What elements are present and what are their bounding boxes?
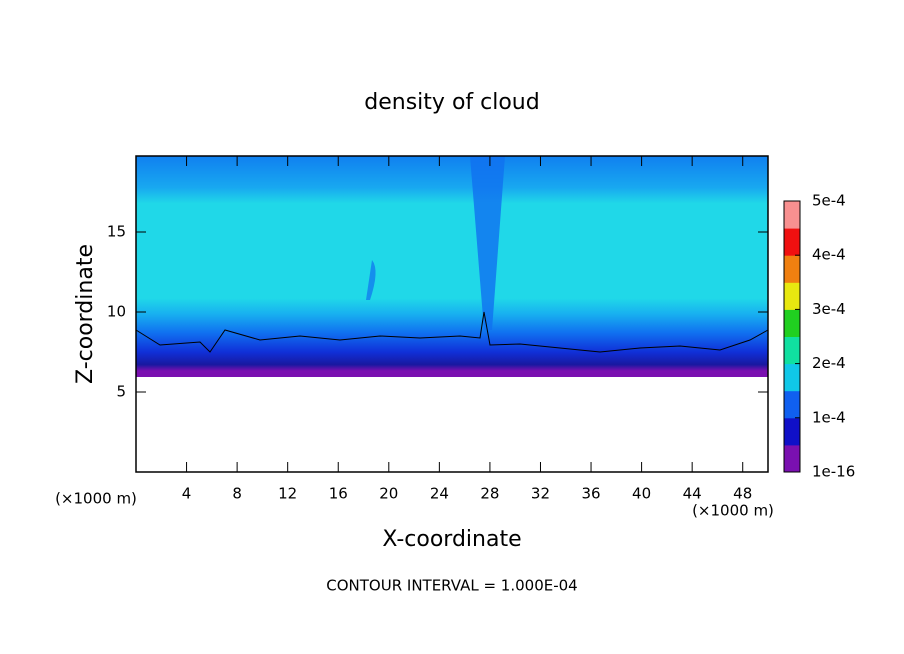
x-axis-label: X-coordinate: [382, 527, 521, 552]
x-unit: (×1000 m): [692, 502, 774, 520]
y-axis-label: Z-coordinate: [73, 244, 98, 384]
colorbar-tick-label: 4e-4: [812, 246, 846, 264]
x-tick-label: 20: [379, 485, 398, 503]
x-tick-label: 4: [182, 485, 192, 503]
colorbar-tick-label: 1e-16: [812, 463, 855, 481]
x-tick-label: 36: [581, 485, 600, 503]
colorbar-band: [784, 228, 800, 256]
colorbar-band: [784, 417, 800, 446]
x-unit: (×1000 m): [55, 490, 137, 508]
x-tick-label: 44: [683, 485, 702, 503]
colorbar-frame: [783, 200, 801, 473]
y-tick-label: 10: [107, 303, 126, 321]
x-tick-label: 12: [278, 485, 297, 503]
colorbar-band: [784, 444, 800, 473]
colorbar-band: [784, 390, 800, 419]
colorbar-band: [784, 363, 800, 392]
colorbar-band: [784, 309, 800, 337]
x-tick-label: 16: [329, 485, 348, 503]
x-tick-label: 40: [632, 485, 651, 503]
colorbar-band: [784, 282, 800, 310]
annotation: CONTOUR INTERVAL = 1.000E-04: [326, 577, 577, 595]
colorbar-band: [784, 255, 800, 283]
plot-frame: [135, 155, 769, 473]
colorbar-band: [784, 336, 800, 365]
colorbar-tick-label: 1e-4: [812, 408, 846, 426]
x-tick-label: 48: [733, 485, 752, 503]
contour-field: [135, 156, 769, 472]
colorbar-band: [784, 201, 800, 229]
x-tick-label: 24: [430, 485, 449, 503]
colorbar-tick-label: 2e-4: [812, 354, 846, 372]
y-tick-label: 15: [107, 223, 126, 241]
x-tick-label: 8: [232, 485, 242, 503]
colorbar-tick-label: 3e-4: [812, 300, 846, 318]
x-tick-label: 32: [531, 485, 550, 503]
y-tick-label: 5: [116, 383, 126, 401]
colorbar-tick-label: 5e-4: [812, 192, 846, 210]
chart-title: density of cloud: [364, 90, 539, 115]
x-tick-label: 28: [480, 485, 499, 503]
